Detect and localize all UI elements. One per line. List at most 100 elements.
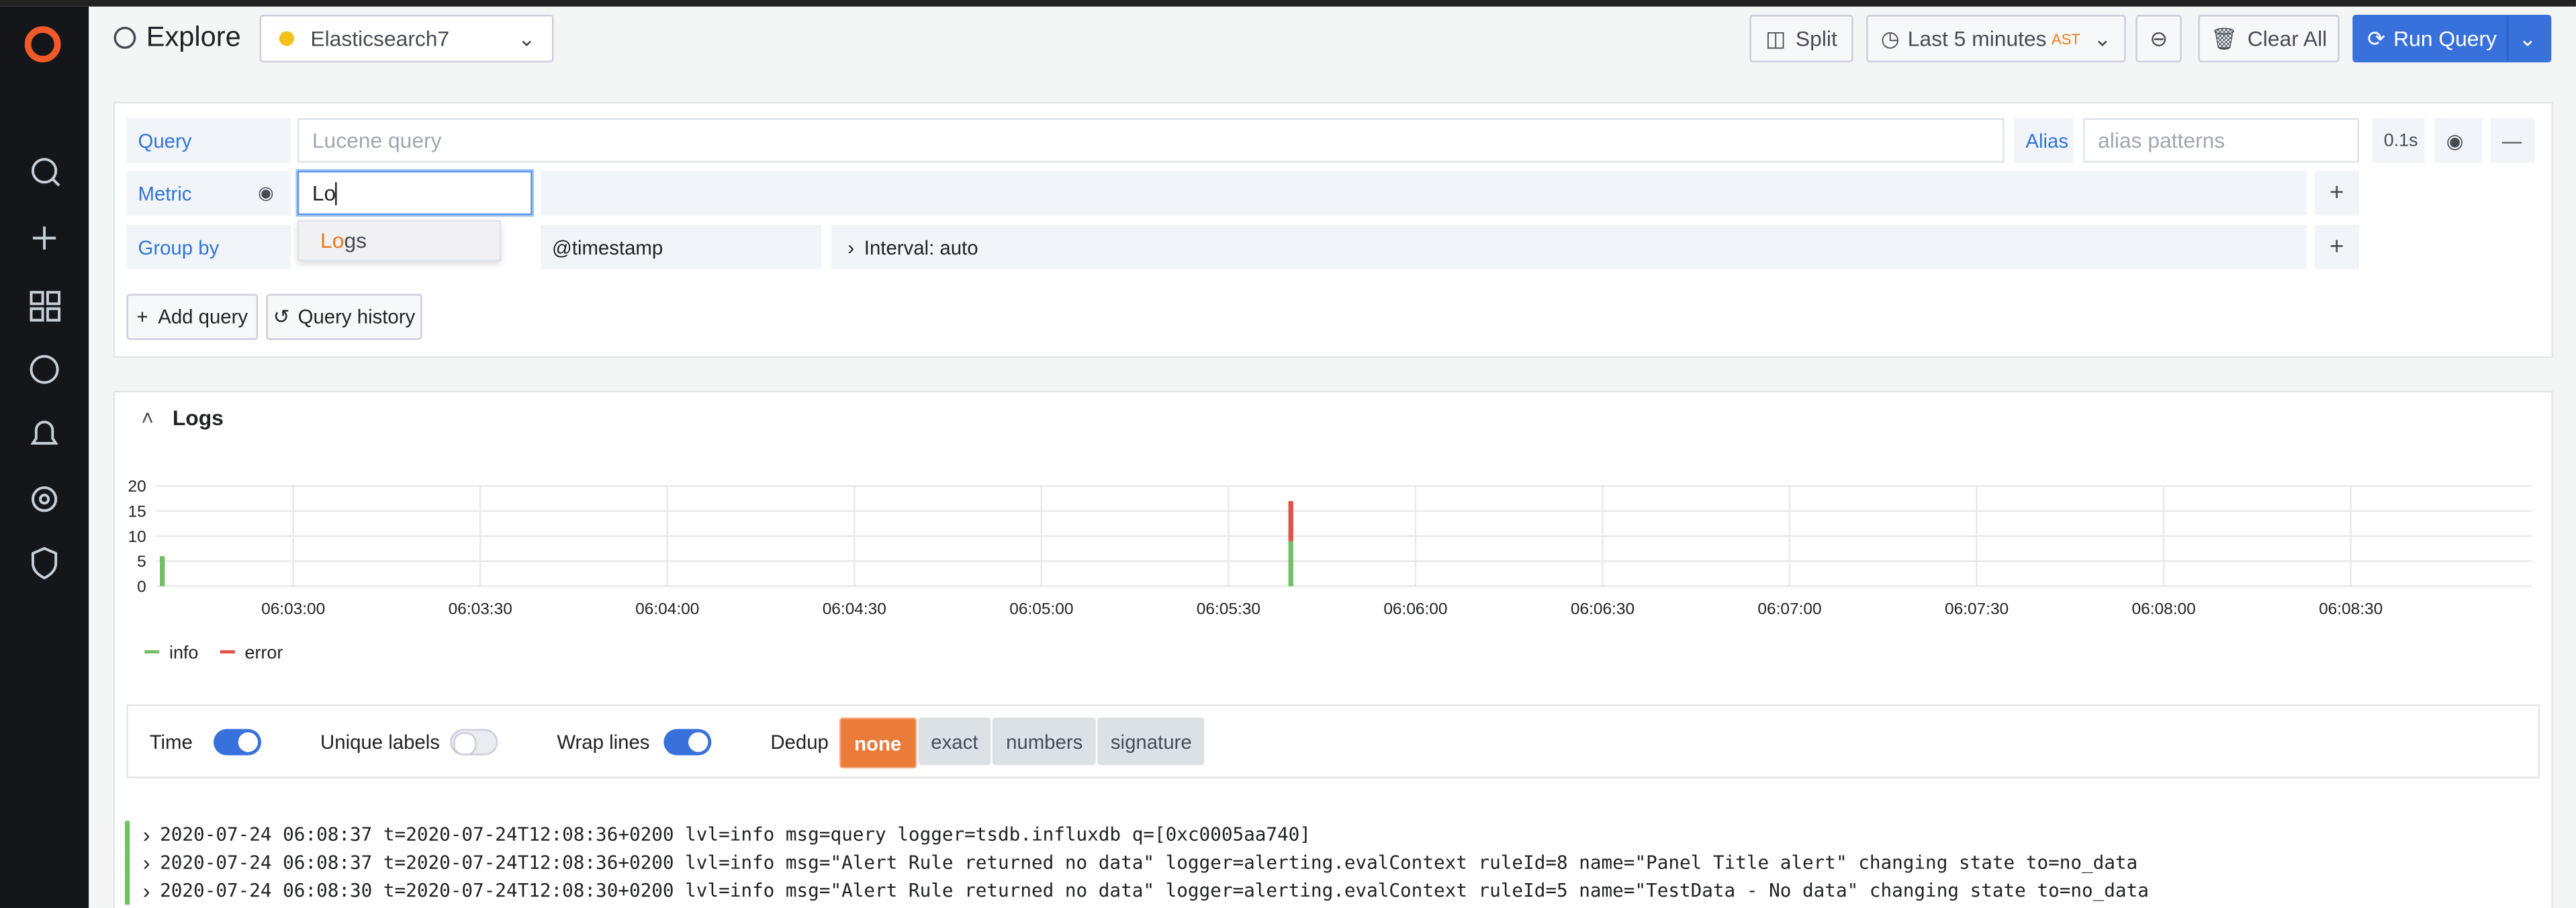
query-label: Query — [126, 118, 291, 163]
query-history-label: Query history — [297, 305, 416, 328]
bar — [1288, 541, 1293, 586]
log-line: 2020-07-24 06:08:37 t=2020-07-24T12:08:3… — [160, 824, 1311, 846]
sidebar — [0, 6, 89, 908]
expand-icon[interactable]: › — [142, 850, 150, 876]
caret: ⌄ — [517, 25, 536, 50]
x-tick-label: 06:03:00 — [261, 600, 325, 618]
alias-label: Alias — [2014, 118, 2074, 163]
explore-icon[interactable] — [30, 355, 59, 384]
admin-icon[interactable] — [31, 547, 58, 580]
dedup-button[interactable]: none — [839, 717, 917, 769]
log-row[interactable]: › 2020-07-24 06:08:30 t=2020-07-24T12:08:… — [124, 876, 2557, 905]
legend-label: info — [169, 642, 198, 662]
alias-input[interactable]: alias patterns — [2083, 118, 2360, 163]
query-history-button[interactable]: ↺ Query history — [266, 293, 422, 340]
unique-labels-toggle[interactable] — [450, 729, 498, 756]
metric-label: Metric — [126, 171, 291, 216]
config-icon[interactable] — [31, 486, 58, 512]
timezone: AST — [2051, 30, 2080, 47]
x-tick-label: 06:07:30 — [1945, 600, 2009, 618]
run-query-label: Run Query — [2393, 26, 2497, 51]
dedup-modes: none exact numbers signature — [839, 717, 1205, 769]
x-tick-label: 06:08:00 — [2132, 600, 2196, 618]
search-icon[interactable] — [31, 158, 58, 184]
x-tick-label: 06:05:00 — [1009, 600, 1073, 618]
x-tick-label: 06:08:30 — [2319, 600, 2383, 618]
datasource-picker[interactable]: Elasticsearch7 ⌄ — [259, 15, 554, 62]
log-lines: › 2020-07-24 06:08:37 t=2020-07-24T12:08:… — [124, 821, 2557, 905]
datasource-name: Elasticsearch7 — [310, 26, 450, 51]
bar — [160, 556, 165, 586]
dedup-button[interactable]: signature — [1097, 717, 1205, 766]
log-line: 2020-07-24 06:08:37 t=2020-07-24T12:08:3… — [160, 852, 2138, 874]
x-tick-label: 06:03:30 — [449, 600, 512, 618]
dedup-button[interactable]: numbers — [993, 717, 1096, 766]
add-group-by[interactable]: + — [2314, 224, 2360, 269]
x-tick-label: 06:07:00 — [1757, 600, 1821, 618]
zoom-out-button[interactable]: ⊖ — [2135, 15, 2182, 62]
explore-icon — [113, 26, 136, 49]
query-time: 0.1s — [2372, 118, 2425, 163]
logo[interactable] — [24, 26, 61, 62]
wrap-lines-label: Wrap lines — [557, 730, 650, 754]
collapse-icon[interactable]: ˄ — [141, 405, 154, 430]
x-tick-label: 06:04:30 — [823, 600, 886, 618]
datasource-logo — [279, 31, 294, 46]
log-line: 2020-07-24 06:08:30 t=2020-07-24T12:08:3… — [160, 880, 2149, 902]
sidebar-icons — [24, 26, 61, 580]
split-label: Split — [1795, 26, 1837, 51]
logs-histogram: 0 5 10 15 20 06:03:00 06:03:30 06:04:00 06:04:30… — [128, 478, 2532, 662]
group-by-field[interactable]: @timestamp — [540, 224, 822, 269]
remove-query[interactable]: — — [2490, 118, 2535, 163]
expand-icon[interactable]: › — [142, 878, 150, 903]
wrap-lines-toggle[interactable] — [663, 729, 712, 756]
dedup-button[interactable]: exact — [917, 717, 992, 766]
log-options — [126, 704, 2540, 778]
metric-option[interactable]: Logs — [297, 220, 502, 261]
dedup-label: Dedup — [770, 730, 829, 754]
time-label: Time — [149, 730, 193, 754]
metric-input-text: Lo — [312, 180, 336, 206]
time-toggle[interactable] — [214, 729, 261, 756]
clear-all-label: Clear All — [2247, 26, 2328, 51]
add-metric[interactable]: + — [2314, 171, 2360, 216]
metric-visibility[interactable]: ◉ — [258, 183, 274, 204]
run-query-button[interactable]: ⟳ Run Query ⌄ — [2352, 15, 2552, 62]
add-query-button[interactable]: + Add query — [126, 293, 259, 340]
y-tick-label: 20 — [128, 478, 146, 496]
logs-panel — [113, 390, 2553, 908]
create-icon[interactable] — [32, 226, 56, 250]
y-tick-label: 15 — [128, 503, 146, 521]
logs-title: Logs — [172, 405, 224, 430]
unique-labels-label: Unique labels — [320, 730, 440, 754]
page-title: Explore — [146, 21, 241, 53]
y-tick-label: 10 — [128, 528, 146, 546]
query-input[interactable]: Lucene query — [297, 118, 2005, 163]
split-button[interactable]: ◫ Split — [1749, 15, 1853, 62]
add-query-label: Add query — [158, 305, 248, 328]
bar — [1288, 501, 1293, 541]
x-tick-label: 06:06:30 — [1571, 600, 1635, 618]
metric-row-fill — [540, 171, 2307, 216]
y-tick-label: 5 — [137, 553, 146, 571]
y-tick-label: 0 — [137, 578, 146, 596]
dashboards-icon[interactable] — [30, 291, 61, 322]
time-picker[interactable]: ◷ Last 5 minutes AST ⌄ — [1866, 15, 2126, 62]
interval-setting[interactable]: › Interval: auto — [831, 224, 2307, 269]
expand-icon[interactable]: › — [142, 822, 150, 848]
legend-label: error — [245, 642, 283, 662]
log-row[interactable]: › 2020-07-24 06:08:37 t=2020-07-24T12:08:… — [124, 821, 2557, 849]
time-range: Last 5 minutes — [1907, 26, 2047, 51]
x-tick-label: 06:06:00 — [1383, 600, 1447, 618]
alerting-icon[interactable] — [30, 420, 58, 445]
clear-all-button[interactable]: 🗑 Clear All — [2198, 15, 2340, 62]
x-tick-label: 06:04:00 — [635, 600, 699, 618]
log-row[interactable]: › 2020-07-24 06:08:37 t=2020-07-24T12:08:… — [124, 848, 2557, 877]
interval-label: Interval: auto — [864, 235, 978, 259]
metric-input[interactable]: Lo — [297, 171, 533, 216]
top-strip — [0, 0, 2576, 7]
toggle-visibility[interactable]: ◉ — [2434, 118, 2483, 163]
x-tick-label: 06:05:30 — [1197, 600, 1260, 618]
